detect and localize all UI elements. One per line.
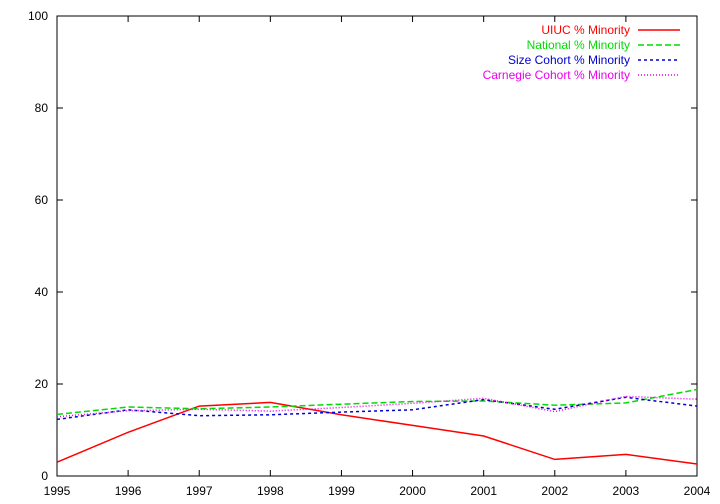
- x-tick-label: 1995: [44, 484, 71, 498]
- x-tick-label: 2002: [541, 484, 568, 498]
- x-tick-label: 2001: [470, 484, 497, 498]
- x-tick-label: 1996: [115, 484, 142, 498]
- series-lines: [56, 388, 698, 465]
- x-tick-label: 1998: [257, 484, 284, 498]
- y-tick-label: 60: [35, 193, 49, 207]
- x-tick-label: 1997: [186, 484, 213, 498]
- x-tick-label: 2000: [399, 484, 426, 498]
- legend-label: National % Minority: [527, 38, 630, 52]
- x-tick-label: 2004: [684, 484, 711, 498]
- legend-label: Size Cohort % Minority: [508, 53, 630, 67]
- y-tick-label: 20: [35, 377, 49, 391]
- series-line-1: [56, 401, 698, 465]
- legend-label: Carnegie Cohort % Minority: [483, 68, 630, 82]
- plot-frame: [56, 15, 698, 477]
- legend-label: UIUC % Minority: [541, 23, 630, 37]
- axis-tick-labels: 1995 1996 1997 1998 1999 2000 2001 2002 2003 2004…: [28, 9, 711, 498]
- y-tick-label: 0: [41, 469, 48, 483]
- y-tick-label: 80: [35, 101, 49, 115]
- y-tick-label: 40: [35, 285, 49, 299]
- series-line-4: [56, 395, 698, 418]
- y-tick-label: 100: [28, 9, 48, 23]
- series-line-3: [56, 396, 698, 421]
- axis-ticks: [56, 15, 698, 477]
- x-tick-label: 2003: [613, 484, 640, 498]
- x-tick-label: 1999: [328, 484, 355, 498]
